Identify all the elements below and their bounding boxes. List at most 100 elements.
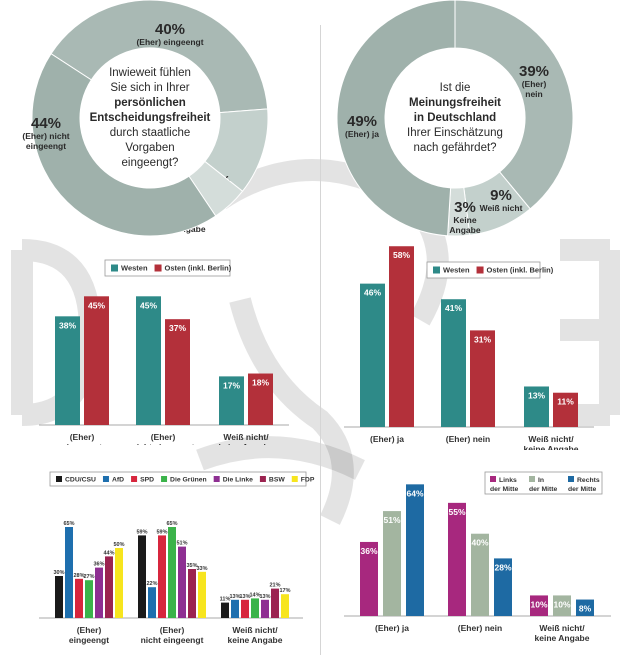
legend-label: In	[538, 477, 544, 484]
category-tick-label: eingeengt	[69, 635, 109, 645]
donut-question-line: Ihrer Einschätzung	[407, 127, 503, 139]
bar	[198, 571, 206, 618]
donut-question-line: Vorgaben	[125, 142, 174, 154]
donut-slice	[31, 53, 217, 237]
legend-label: Links	[499, 477, 517, 484]
bar	[553, 392, 578, 427]
slice-value-label: 3%	[454, 199, 476, 216]
bar	[148, 587, 156, 618]
category-tick-label: keine Angabe	[219, 442, 274, 445]
bar-value-label: 37%	[169, 323, 186, 333]
slice-category-label: eingeengt	[26, 141, 66, 151]
donut-chart-decision-freedom: 40%(Eher) eingeengt12%Weiß nicht5%KeineA…	[22, 0, 269, 237]
bar	[115, 548, 123, 618]
bar	[165, 319, 190, 425]
bar	[65, 527, 73, 618]
bar-value-label: 51%	[176, 541, 187, 547]
bar-value-label: 10%	[553, 599, 570, 609]
bar-value-label: 59%	[156, 529, 167, 535]
category-tick-label: (Eher)	[160, 625, 185, 635]
bar-value-label: 65%	[166, 521, 177, 527]
bar-value-label: 17%	[279, 588, 290, 594]
bar	[360, 541, 378, 616]
category-tick-label: Weiß nicht/	[539, 623, 585, 633]
category-tick-label: keine Angabe	[524, 444, 579, 450]
bar	[248, 373, 273, 425]
category-tick-label: nicht eingeengt	[132, 442, 195, 445]
bar-value-label: 13%	[229, 594, 240, 600]
category-tick-label: (Eher)	[70, 432, 95, 442]
legend-label: CDU/CSU	[65, 477, 96, 484]
legend-swatch	[433, 266, 440, 274]
donut-question-line: Sie sich in Ihrer	[110, 82, 189, 94]
bar	[471, 533, 489, 616]
bar-value-label: 44%	[103, 550, 114, 556]
legend-box	[49, 471, 307, 487]
column-divider	[320, 25, 321, 655]
legend-label: Osten (inkl. Berlin)	[487, 266, 554, 275]
bar	[95, 567, 103, 618]
category-tick-label: (Eher) nein	[458, 623, 502, 633]
slice-category-label: (Eher)	[522, 79, 547, 89]
category-tick-label: (Eher) ja	[375, 623, 409, 633]
bar	[241, 599, 249, 618]
bar-value-label: 33%	[196, 566, 207, 572]
bar-value-label: 11%	[220, 597, 231, 603]
bar	[441, 299, 466, 427]
bar-value-label: 13%	[259, 594, 270, 600]
bar-chart-opinion-by-region: 46% 58% (Eher) ja 41% 31% (Eher) nein 13% 11% We…	[344, 246, 594, 450]
bar-value-label: 30%	[53, 570, 64, 576]
legend-swatch	[213, 476, 220, 482]
bar-value-label: 10%	[530, 599, 547, 609]
slice-category-label: (Eher) ja	[345, 129, 379, 139]
bar-value-label: 51%	[383, 515, 400, 525]
bar	[448, 502, 466, 616]
legend-swatch	[102, 476, 109, 482]
bar-value-label: 14%	[249, 592, 260, 598]
legend-swatch	[259, 476, 266, 482]
bar	[136, 296, 161, 425]
legend-label: Die Grünen	[170, 477, 207, 484]
legend-swatch	[56, 476, 62, 482]
legend-swatch	[490, 476, 496, 482]
slice-category-label: Angabe	[449, 225, 480, 235]
bar	[494, 558, 512, 616]
bar	[178, 546, 186, 618]
bar-value-label: 59%	[136, 529, 147, 535]
category-tick-label: (Eher)	[77, 625, 102, 635]
bar-value-label: 45%	[88, 300, 105, 310]
bar	[231, 599, 239, 618]
bar	[530, 595, 548, 616]
donut-question-line: eingeengt?	[122, 157, 179, 169]
category-tick-label: eingeengt	[62, 442, 102, 445]
donut-question-line: persönlichen	[114, 97, 186, 109]
bar	[389, 246, 414, 427]
category-tick-label: (Eher)	[151, 432, 176, 442]
legend-swatch	[568, 476, 574, 482]
bar-value-label: 11%	[557, 397, 574, 407]
category-tick-label: Weiß nicht/	[528, 434, 574, 444]
bar-value-label: 35%	[186, 563, 197, 569]
legend-label: der Mitte	[529, 486, 558, 493]
donut-slice	[50, 0, 269, 114]
bar	[158, 535, 166, 618]
legend-label: Westen	[121, 264, 148, 273]
category-tick-label: keine Angabe	[535, 633, 590, 643]
bar	[105, 556, 113, 618]
bar-value-label: 31%	[474, 334, 491, 344]
bar	[261, 599, 269, 618]
legend-swatch	[111, 264, 118, 272]
bar	[75, 578, 83, 618]
bar	[406, 484, 424, 616]
legend-label: SPD	[140, 477, 154, 484]
slice-category-label: (Eher) nicht	[22, 131, 69, 141]
bar	[271, 588, 279, 618]
bar	[251, 598, 259, 618]
slice-category-label: Keine	[453, 215, 476, 225]
bar-chart-freedom-by-region: 38%45%(Eher)eingeengt45%37%(Eher)nicht e…	[39, 259, 289, 445]
bar-value-label: 41%	[445, 303, 462, 313]
bar	[221, 602, 229, 618]
bar	[553, 595, 571, 616]
legend-label: FDP	[301, 477, 315, 484]
